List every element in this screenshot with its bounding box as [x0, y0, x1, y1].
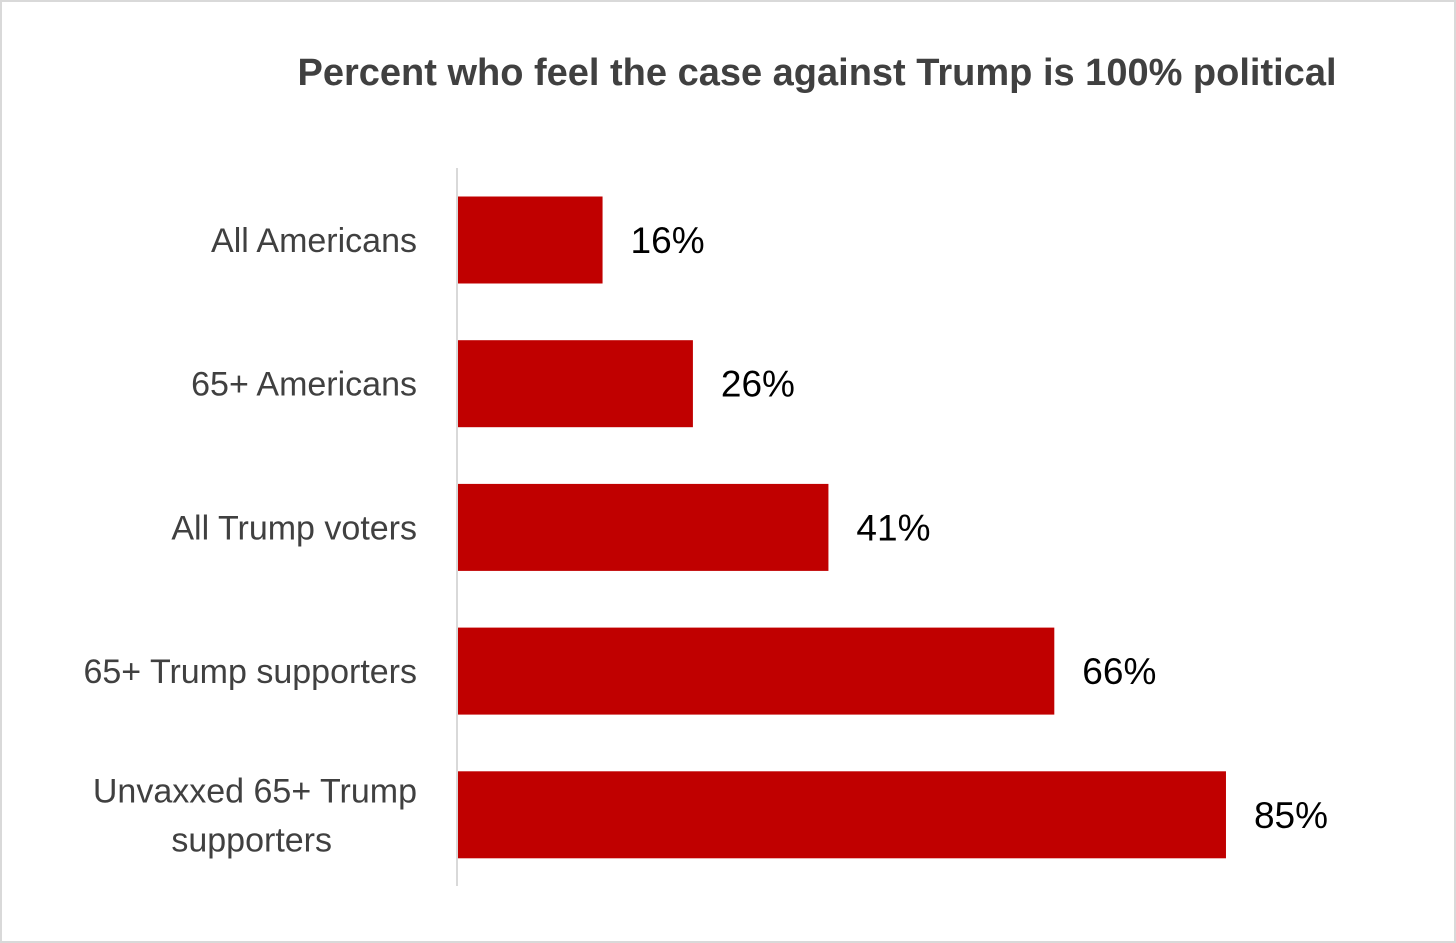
- category-label-2: 65+ Americans: [191, 366, 417, 404]
- category-label-5: Unvaxxed 65+ Trump supporters: [93, 772, 417, 859]
- data-label-1: 16%: [631, 220, 705, 261]
- data-label-5: 85%: [1254, 795, 1328, 836]
- data-label-3: 41%: [856, 507, 930, 548]
- data-label-2: 26%: [721, 364, 795, 405]
- category-label-1: All Americans: [211, 222, 417, 260]
- bar-2: [458, 340, 693, 428]
- chart-title: Percent who feel the case against Trump …: [297, 52, 1337, 94]
- data-label-4: 66%: [1082, 651, 1156, 692]
- bar-5: [458, 771, 1226, 859]
- category-label-3: All Trump voters: [171, 509, 417, 547]
- bar-1: [458, 196, 603, 284]
- bar-4: [458, 627, 1055, 715]
- category-label-4: 65+ Trump supporters: [83, 653, 417, 691]
- bar-3: [458, 483, 829, 571]
